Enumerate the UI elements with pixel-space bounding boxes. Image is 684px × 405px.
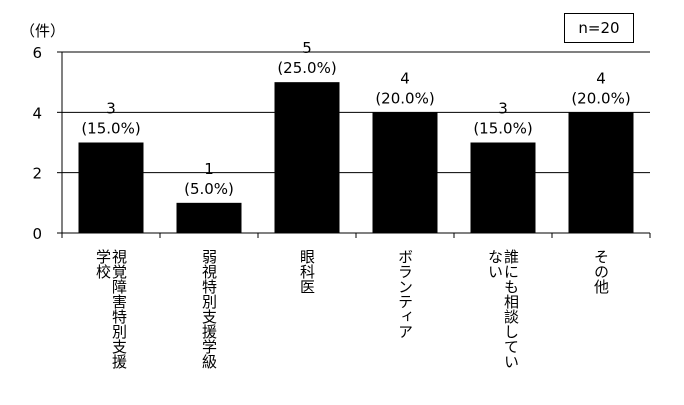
x-category-label: 眼科医 <box>298 249 316 294</box>
bar-percent-label: (15.0%) <box>473 120 532 138</box>
bar-value-label: 4 <box>596 69 606 87</box>
bar-percent-label: (5.0%) <box>184 180 234 198</box>
bar-percent-label: (20.0%) <box>375 89 434 107</box>
bar <box>372 112 438 233</box>
bar <box>274 82 340 234</box>
bar-percent-label: (25.0%) <box>277 59 336 77</box>
bar <box>568 112 634 233</box>
bar-value-label: 3 <box>498 100 508 118</box>
sample-size-box: n=20 <box>564 13 634 43</box>
bar <box>176 202 242 233</box>
bar-value-label: 3 <box>106 100 116 118</box>
bar <box>78 142 144 233</box>
y-tick-label: 0 <box>32 225 42 243</box>
bar-percent-label: (20.0%) <box>571 89 630 107</box>
y-tick-label: 4 <box>32 104 42 122</box>
bar <box>470 142 536 233</box>
x-category-label: 視覚障害特別支援 <box>110 249 128 370</box>
y-tick-label: 2 <box>32 165 42 183</box>
bar-value-label: 5 <box>302 39 312 57</box>
y-axis-unit-label: （件） <box>20 22 66 40</box>
y-tick-label: 6 <box>32 44 42 62</box>
x-category-label: 学校 <box>94 249 112 279</box>
x-category-label: ボランティア <box>396 249 414 339</box>
x-category-label: ない <box>486 249 504 279</box>
x-category-label: 弱視特別支援学級 <box>200 249 218 369</box>
x-category-label: 誰にも相談してい <box>502 249 520 369</box>
x-category-label: その他 <box>592 249 610 295</box>
bar-value-label: 1 <box>204 160 214 178</box>
bar-value-label: 4 <box>400 69 410 87</box>
bar-percent-label: (15.0%) <box>81 120 140 138</box>
